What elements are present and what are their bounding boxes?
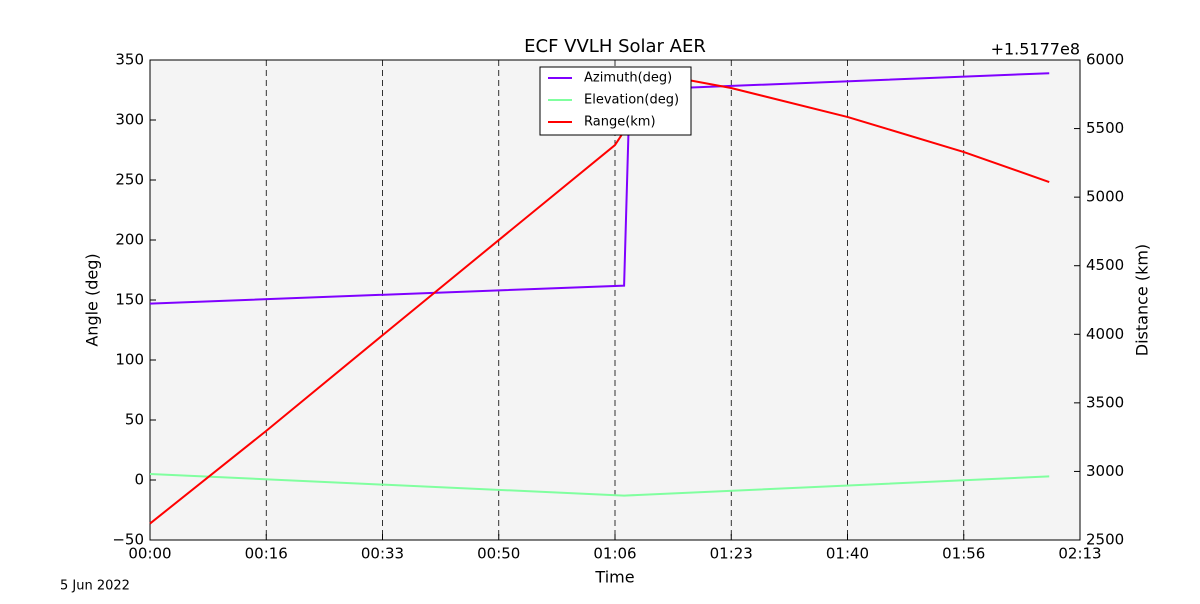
x-tick-label: 00:00 <box>128 545 171 563</box>
x-tick-label: 01:56 <box>942 545 985 563</box>
y2-tick-label: 5000 <box>1086 188 1124 206</box>
x-tick-label: 01:40 <box>826 545 869 563</box>
y-tick-label: 200 <box>115 231 144 249</box>
y-tick-label: 250 <box>115 171 144 189</box>
offset-label: +1.5177e8 <box>991 40 1080 59</box>
series-line <box>149 473 1050 497</box>
y2-tick-label: 3000 <box>1086 462 1124 480</box>
x-tick-label: 00:50 <box>477 545 520 563</box>
legend-label: Azimuth(deg) <box>584 71 672 86</box>
y2-tick-label: 5500 <box>1086 119 1124 137</box>
y-axis-label: Angle (deg) <box>83 253 102 346</box>
date-annotation: 5 Jun 2022 <box>60 579 130 594</box>
y2-tick-label: 3500 <box>1086 393 1124 411</box>
y2-tick-label: 4500 <box>1086 256 1124 274</box>
y2-tick-label: 2500 <box>1086 531 1124 549</box>
chart-title: ECF VVLH Solar AER <box>524 36 706 57</box>
legend-label: Elevation(deg) <box>584 93 679 108</box>
y-tick-label: −50 <box>112 531 144 549</box>
y2-tick-label: 6000 <box>1086 51 1124 69</box>
x-tick-label: 00:33 <box>361 545 404 563</box>
y-tick-label: 300 <box>115 111 144 129</box>
series-line <box>149 72 1050 305</box>
y-tick-label: 50 <box>125 411 144 429</box>
y-tick-label: 350 <box>115 51 144 69</box>
y-tick-label: 0 <box>134 471 144 489</box>
x-tick-label: 01:23 <box>710 545 753 563</box>
y-tick-label: 100 <box>115 351 144 369</box>
x-tick-label: 00:16 <box>245 545 288 563</box>
legend-label: Range(km) <box>584 115 656 130</box>
x-axis-label: Time <box>594 568 634 587</box>
plot-frame <box>149 59 1081 541</box>
y2-tick-label: 4000 <box>1086 325 1124 343</box>
y2-axis-label: Distance (km) <box>1133 244 1152 356</box>
x-tick-label: 02:13 <box>1058 545 1101 563</box>
x-tick-label: 01:06 <box>593 545 636 563</box>
y-tick-label: 150 <box>115 291 144 309</box>
